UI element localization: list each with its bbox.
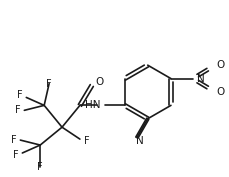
Text: F: F bbox=[84, 136, 89, 146]
Text: F: F bbox=[17, 90, 22, 100]
Text: F: F bbox=[37, 162, 43, 172]
Text: F: F bbox=[46, 79, 52, 88]
Text: F: F bbox=[15, 105, 20, 115]
Text: O: O bbox=[216, 87, 224, 98]
Text: N: N bbox=[135, 136, 143, 146]
Text: N: N bbox=[196, 74, 204, 84]
Text: F: F bbox=[11, 135, 16, 145]
Text: O: O bbox=[95, 77, 104, 87]
Text: O: O bbox=[216, 60, 224, 70]
Text: HN: HN bbox=[85, 100, 100, 110]
Text: F: F bbox=[13, 150, 18, 160]
